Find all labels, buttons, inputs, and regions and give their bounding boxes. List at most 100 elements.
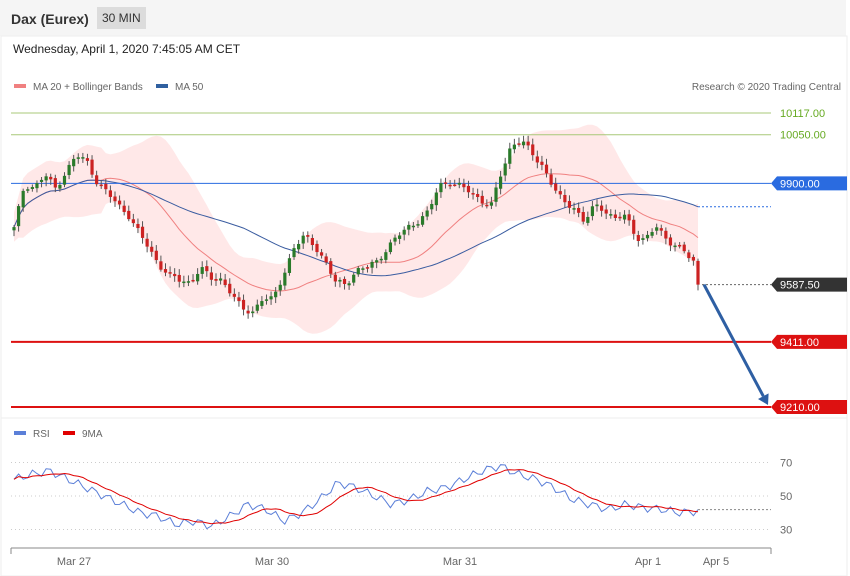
candle-body-105 [494, 187, 498, 202]
candle-body-72 [342, 278, 347, 285]
candle-body-79 [375, 260, 379, 263]
x-tick-label-3: Apr 1 [635, 556, 661, 568]
ma50-line [13, 179, 699, 277]
candle-body-89 [420, 216, 425, 225]
rsi-tick-label-1: 50 [780, 491, 792, 503]
x-axis: Mar 27 Mar 30 Mar 31 Apr 1 Apr 5 [10, 547, 772, 568]
candle-body-147 [687, 252, 691, 259]
candle-body-27 [136, 223, 140, 229]
candle-body-83 [393, 237, 397, 242]
candle-body-92 [434, 192, 438, 206]
candle-body-86 [407, 224, 411, 230]
candle-body-77 [365, 267, 370, 269]
candle-body-139 [650, 232, 654, 236]
candle-body-91 [430, 203, 434, 210]
candle-body-57 [274, 291, 278, 298]
candle-body-120 [563, 194, 567, 203]
copyright: Research © 2020 Trading Central [692, 82, 841, 93]
price-legend: MA 20 + Bollinger Bands MA 50 [14, 82, 204, 93]
candle-body-52 [251, 311, 255, 314]
candle-body-33 [163, 269, 168, 273]
candle-body-110 [517, 143, 521, 145]
candle-body-119 [558, 191, 562, 195]
candle-body-65 [310, 238, 314, 246]
candle-body-63 [301, 235, 305, 244]
candle-body-38 [186, 281, 191, 283]
candle-body-46 [223, 279, 227, 286]
candle-body-121 [567, 200, 572, 208]
candle-body-107 [503, 163, 507, 176]
candle-body-69 [329, 261, 333, 274]
candle-body-23 [117, 200, 122, 205]
candle-body-6 [39, 179, 44, 182]
candle-body-100 [471, 193, 475, 195]
candle-body-41 [200, 267, 204, 274]
candle-body-29 [145, 238, 149, 247]
candle-body-34 [168, 272, 172, 274]
candle-body-142 [664, 230, 668, 239]
price-levels: 10117.00 10050.00 9900.00 9587.50 9411.00 921… [11, 108, 847, 414]
candle-body-128 [599, 205, 604, 211]
timeframe-button[interactable]: 30 MIN [97, 7, 146, 29]
candle-body-106 [499, 176, 503, 189]
level-label-0: 10117.00 [780, 108, 825, 120]
candle-body-94 [443, 182, 448, 184]
x-tick-label-0: Mar 27 [57, 556, 91, 568]
candle-body-53 [255, 304, 259, 311]
candle-body-85 [402, 229, 406, 235]
candle-body-24 [122, 205, 126, 212]
candle-body-135 [632, 219, 636, 234]
candle-body-31 [154, 250, 158, 261]
candle-body-25 [127, 210, 131, 220]
rsi-ma-legend-swatch [63, 431, 75, 435]
bollinger-band-area [14, 124, 698, 334]
candle-body-49 [237, 297, 241, 302]
candle-body-145 [678, 244, 682, 247]
candle-body-104 [489, 202, 494, 206]
candle-body-132 [618, 216, 622, 219]
candle-body-87 [411, 225, 415, 228]
candle-body-148 [691, 256, 696, 261]
candle-body-2 [21, 190, 25, 208]
candle-body-146 [682, 244, 686, 252]
x-tick-label-2: Mar 31 [443, 556, 477, 568]
rsi-ma-legend-label: 9MA [82, 429, 103, 440]
candlesticks [12, 135, 700, 319]
candle-body-81 [384, 252, 388, 260]
level-tag-4 [771, 334, 847, 349]
level-label-5: 9210.00 [780, 402, 820, 414]
candle-body-54 [260, 301, 264, 306]
candle-body-102 [480, 195, 484, 204]
ma50-legend-swatch [156, 84, 168, 88]
candle-body-48 [232, 293, 236, 297]
rsi-ma-line [13, 469, 699, 525]
candle-body-78 [370, 261, 374, 268]
candle-body-22 [113, 196, 117, 202]
candle-body-144 [673, 245, 677, 248]
candle-body-4 [30, 187, 34, 189]
instrument-title: Dax (Eurex) [11, 11, 89, 27]
level-label-3: 9587.50 [780, 280, 820, 292]
rsi-line [13, 464, 699, 530]
candle-body-59 [283, 272, 287, 286]
level-label-4: 9411.00 [780, 337, 819, 349]
candle-body-44 [214, 278, 218, 281]
candle-body-93 [439, 183, 443, 193]
candle-body-11 [62, 175, 67, 185]
candle-body-13 [72, 158, 76, 167]
candle-body-0 [12, 227, 16, 231]
candle-body-3 [26, 189, 30, 191]
projection-arrow-head [758, 393, 769, 405]
candle-body-149 [696, 260, 700, 285]
candle-body-37 [182, 281, 186, 284]
candle-body-98 [462, 183, 466, 188]
candle-body-26 [131, 219, 135, 224]
candle-body-130 [609, 214, 613, 216]
candle-body-16 [85, 158, 90, 161]
candle-body-95 [448, 184, 452, 187]
candle-body-131 [613, 214, 617, 218]
candle-body-108 [508, 148, 512, 164]
candle-body-66 [315, 243, 319, 253]
candle-body-123 [577, 207, 581, 213]
